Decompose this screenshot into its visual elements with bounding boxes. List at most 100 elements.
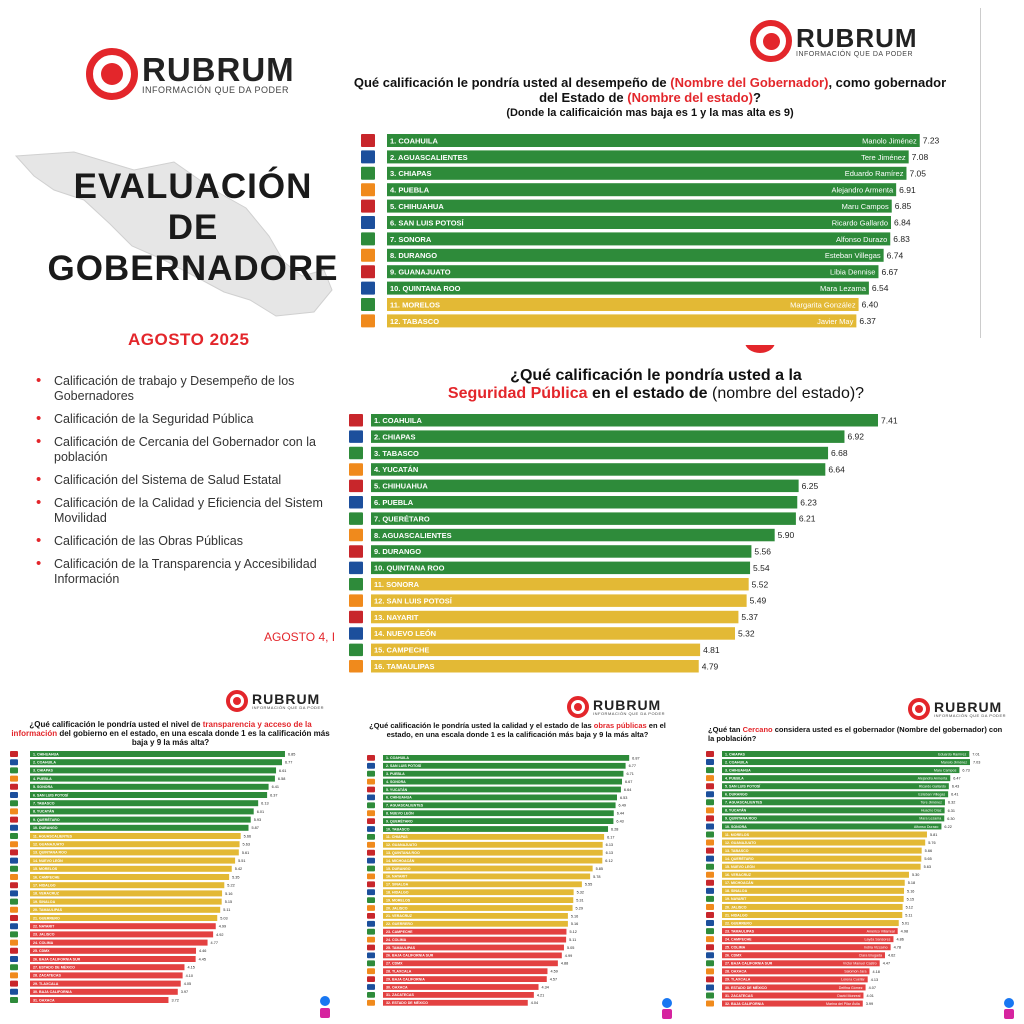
party-logo-icon [706,839,714,846]
value-label: 6.17 [607,835,614,839]
bar [722,992,864,999]
bar [371,512,796,525]
value-label: 4.99 [219,925,226,929]
value-label: 4.59 [550,970,557,974]
value-label: 4.78 [894,946,901,950]
category-label: 30. OAXACA [386,985,408,989]
bar [383,834,605,840]
party-logo-icon [367,936,375,943]
party-logo-icon [361,199,375,213]
party-logo-icon [367,999,375,1006]
logo-tagline: INFORMACIÓN QUE DA PODER [252,705,325,710]
value-label: 5.55 [585,883,592,887]
bar [387,199,892,213]
party-logo-icon [10,972,18,979]
facebook-icon[interactable] [320,996,330,1006]
category-label: 20. JALISCO [386,906,408,910]
category-label: 15. NUEVO LEÓN [725,864,755,869]
party-logo-icon [367,762,375,769]
category-label: 12. TABASCO [390,317,439,326]
party-logo-icon [367,770,375,777]
party-logo-icon [706,960,714,967]
category-label: 16. TAMAULIPAS [374,662,435,671]
bar [722,1000,863,1007]
bar [383,976,547,982]
governor-label: Libia Dennise [830,268,875,277]
bar [371,446,829,460]
category-label: 3. PUEBLA [386,772,405,776]
transparencia-bar-chart: 1. CHIHUAHUA 6.85 2. COAHUILA 6.77 3. CHIAPA… [10,751,295,1003]
category-label: 1. CHIHUAHUA [33,752,59,756]
bar [371,463,826,476]
value-label: 3.99 [866,1002,873,1006]
bar [722,879,905,886]
category-label: 25. CDMX [33,949,50,953]
bar [371,561,751,575]
value-label: 4.88 [561,962,568,966]
governor-label: Ricardo Gallardo [832,218,888,227]
value-label: 6.61 [279,769,286,773]
party-logo-icon [706,1000,714,1007]
value-label: 5.16 [907,889,914,893]
facebook-icon[interactable] [662,998,672,1008]
category-label: 5. SONORA [33,785,53,789]
bar [371,594,747,607]
party-logo-icon [367,976,375,982]
governor-label: Layda Sansores [864,937,890,941]
party-logo-icon [10,939,18,946]
category-label: 11. AGUASCALIENTES [33,834,73,838]
bar [383,755,630,761]
bar [722,847,922,854]
party-logo-icon [10,956,18,962]
category-label: 5. SAN LUIS POTOSÍ [725,784,761,789]
category-label: 20. JALISCO [725,905,747,909]
value-label: 6.73 [962,769,969,773]
value-label: 4.05 [184,982,191,986]
party-logo-icon [367,810,375,817]
party-logo-icon [706,912,714,918]
seguridad-panel: ¿Qué calificación le pondría usted a la … [345,345,967,678]
category-label: 17. SINALOA [386,883,409,887]
value-label: 6.13 [606,851,613,855]
desempeno-bar-chart: 1. COAHUILA Manolo Jiménez 7.23 2. AGUASCAL… [361,134,940,328]
category-label: 13. QUINTANA ROO [33,851,67,855]
category-label: 25. TAMAULIPAS [386,946,416,950]
bar [722,775,951,782]
value-label: 5.85 [596,867,603,871]
q-text: ¿Qué calificación le pondría usted la ca… [369,721,594,730]
value-label: 5.66 [244,834,251,838]
bar [722,839,926,846]
bar [30,808,254,815]
instagram-icon[interactable] [662,1009,672,1019]
facebook-icon[interactable] [1004,998,1014,1008]
category-label: 8. DURANGO [390,251,437,260]
bar [371,479,799,493]
q-highlight: obras públicas [593,721,647,730]
party-logo-icon [349,627,363,640]
category-label: 3. CHIHUAHUA [725,768,751,772]
bar [722,936,894,943]
category-label: 6. SAN LUIS POTOSÍ [33,792,69,797]
category-label: 22. GUERRERO [386,922,413,926]
value-label: 6.28 [611,827,618,831]
party-logo-icon [706,807,714,814]
bar [30,882,225,889]
value-label: 5.30 [912,873,919,877]
value-label: 5.87 [251,826,258,830]
bar [722,767,960,774]
category-label: 14. QUERÉTARO [725,856,754,861]
category-label: 16. NAYARIT [386,875,408,879]
topic-item: Calificación de la Seguridad Pública [32,411,340,427]
bar [387,166,907,180]
bar [383,762,626,769]
category-label: 14. NUEVO LEÓN [374,629,436,638]
instagram-icon[interactable] [1004,1009,1014,1019]
value-label: 6.13 [606,843,613,847]
instagram-icon[interactable] [320,1008,330,1018]
bar [387,134,920,147]
topic-item: Calificación de la Calidad y Eficiencia … [32,495,340,526]
party-logo-icon [361,281,375,295]
party-logo-icon [367,802,375,809]
party-logo-icon [10,783,18,790]
party-logo-icon [349,545,363,558]
